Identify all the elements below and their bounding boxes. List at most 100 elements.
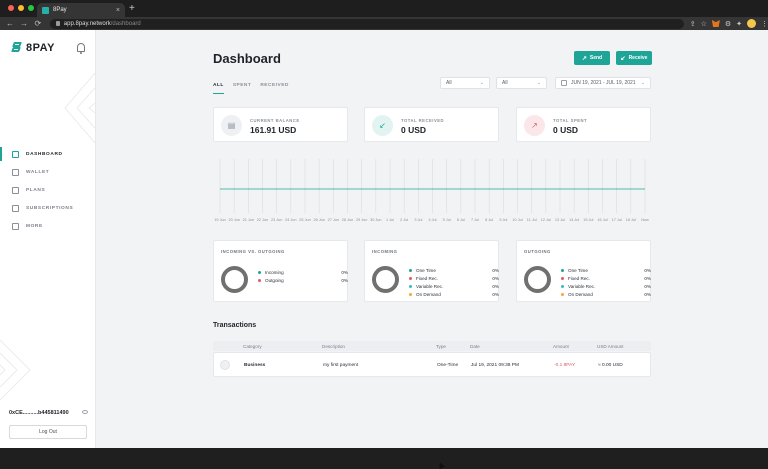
calendar-icon — [561, 80, 567, 86]
back-button[interactable]: ← — [6, 19, 14, 28]
filter-select-1[interactable]: All ⌄ — [440, 77, 490, 89]
legend-value: 0% — [328, 278, 348, 283]
more-menu-icon[interactable]: ⋮ — [761, 20, 768, 28]
stat-value: 161.91 USD — [250, 125, 296, 135]
x-tick-label: 23 Jun — [271, 218, 282, 222]
browser-tabstrip: 8Pay × + — [0, 0, 768, 17]
send-label: Send — [590, 55, 602, 61]
extensions-area: ⇪ ☆ ⚙ ✦ ⋮ — [690, 19, 768, 28]
column-header[interactable]: USD Amount — [597, 344, 624, 349]
main-content: Dashboard ↗ Send ↙ Receive ALL SPENT REC… — [96, 30, 768, 448]
maximize-window-button[interactable] — [28, 5, 34, 11]
chevron-down-icon: ⌄ — [537, 80, 541, 86]
reload-button[interactable]: ⟳ — [34, 19, 42, 28]
legend-item: Fixed Rec.0% — [561, 274, 651, 282]
donut-chart — [372, 266, 399, 293]
table-row[interactable]: Business my first payment One-Time Jul 1… — [213, 352, 651, 377]
legend-item: Fixed Rec.0% — [409, 274, 499, 282]
column-header[interactable]: Amount — [553, 344, 569, 349]
sidebar-item-more[interactable]: MORE — [0, 217, 96, 235]
legend-swatch — [258, 279, 261, 282]
filter-tabs: ALL SPENT RECEIVED — [213, 83, 289, 94]
mouse-cursor — [437, 461, 445, 469]
column-header[interactable]: Type — [436, 344, 446, 349]
legend-label: Fixed Rec. — [416, 276, 479, 281]
address-bar[interactable]: app.8pay.network/dashboard — [50, 19, 684, 29]
current-balance-card: ▤ CURRENT BALANCE 161.91 USD — [213, 107, 348, 142]
x-tick-label: 4 Jul — [428, 218, 436, 222]
sidebar-item-label: MORE — [26, 224, 43, 229]
forward-button[interactable]: → — [20, 19, 28, 28]
tab-spent[interactable]: SPENT — [233, 83, 252, 94]
filter-select-2[interactable]: All ⌄ — [496, 77, 547, 89]
sidebar-item-label: WALLET — [26, 170, 49, 175]
column-header[interactable]: Date — [470, 344, 480, 349]
legend-value: 0% — [479, 276, 499, 281]
eye-icon[interactable] — [82, 410, 88, 414]
chevron-down-icon: ⌄ — [480, 80, 484, 86]
card-title: INCOMING VS. OUTGOING — [221, 249, 285, 254]
metamask-fox-icon[interactable] — [712, 20, 720, 27]
minimize-window-button[interactable] — [18, 5, 24, 11]
sidebar-item-label: PLANS — [26, 188, 45, 193]
legend-swatch — [561, 269, 564, 272]
wallet-address: 0xCE..........b445811490 — [9, 410, 69, 416]
close-window-button[interactable] — [8, 5, 14, 11]
profile-avatar[interactable] — [747, 19, 756, 28]
sidebar-item-wallet[interactable]: WALLET — [0, 163, 96, 181]
total-spent-card: ↗ TOTAL SPENT 0 USD — [516, 107, 651, 142]
column-header[interactable]: Description — [322, 344, 345, 349]
stat-value: 0 USD — [553, 125, 578, 135]
x-tick-label: 2 Jul — [400, 218, 408, 222]
tab-all[interactable]: ALL — [213, 83, 224, 94]
sidebar-item-dashboard[interactable]: DASHBOARD — [0, 145, 96, 163]
transactions-title: Transactions — [213, 322, 256, 329]
send-button[interactable]: ↗ Send — [574, 51, 610, 65]
window-controls — [8, 5, 34, 11]
gear-icon[interactable]: ⚙ — [725, 20, 731, 28]
stat-label: CURRENT BALANCE — [250, 118, 300, 123]
legend-value: 0% — [479, 292, 499, 297]
sidebar-item-label: SUBSCRIPTIONS — [26, 206, 73, 211]
tab-received[interactable]: RECEIVED — [260, 83, 289, 94]
brand-logo[interactable]: 8PAY — [11, 42, 55, 54]
x-tick-label: 21 Jun — [243, 218, 254, 222]
bookmark-star-icon[interactable]: ☆ — [701, 20, 707, 28]
send-arrow-icon: ↗ — [582, 55, 587, 62]
sidebar-menu: DASHBOARD WALLET PLANS SUBSCRIPTIONS MOR… — [0, 145, 96, 235]
url-host: app.8pay.network — [64, 21, 111, 27]
bell-icon[interactable] — [77, 43, 85, 52]
legend-label: On Demand — [416, 292, 479, 297]
browser-tab[interactable]: 8Pay × — [37, 3, 125, 17]
tab-close-icon[interactable]: × — [116, 7, 120, 14]
x-tick-label: 1 Jul — [386, 218, 394, 222]
legend-swatch — [409, 293, 412, 296]
sidebar-item-subscriptions[interactable]: SUBSCRIPTIONS — [0, 199, 96, 217]
receive-label: Receive — [629, 55, 648, 61]
x-tick-label: 15 Jul — [583, 218, 593, 222]
x-tick-label: 29 Jun — [356, 218, 367, 222]
sidebar-item-plans[interactable]: PLANS — [0, 181, 96, 199]
legend-label: One Time — [568, 268, 631, 273]
favicon-icon — [42, 7, 49, 14]
new-tab-button[interactable]: + — [129, 3, 135, 15]
receive-button[interactable]: ↙ Receive — [616, 51, 652, 65]
legend-item: Variable Rec.0% — [561, 282, 651, 290]
column-header[interactable]: Category — [243, 344, 262, 349]
x-tick-label: 5 Jul — [443, 218, 451, 222]
tab-title: 8Pay — [53, 7, 112, 13]
x-tick-label: 25 Jun — [299, 218, 310, 222]
puzzle-icon[interactable]: ✦ — [736, 20, 742, 28]
x-tick-label: 27 Jun — [328, 218, 339, 222]
share-icon[interactable]: ⇪ — [690, 20, 696, 28]
x-tick-label: 18 Jul — [626, 218, 636, 222]
date-range-picker[interactable]: JUN 19, 2021 - JUL 19, 2021 ⌄ — [555, 77, 651, 89]
logout-button[interactable]: Log Out — [9, 425, 87, 439]
